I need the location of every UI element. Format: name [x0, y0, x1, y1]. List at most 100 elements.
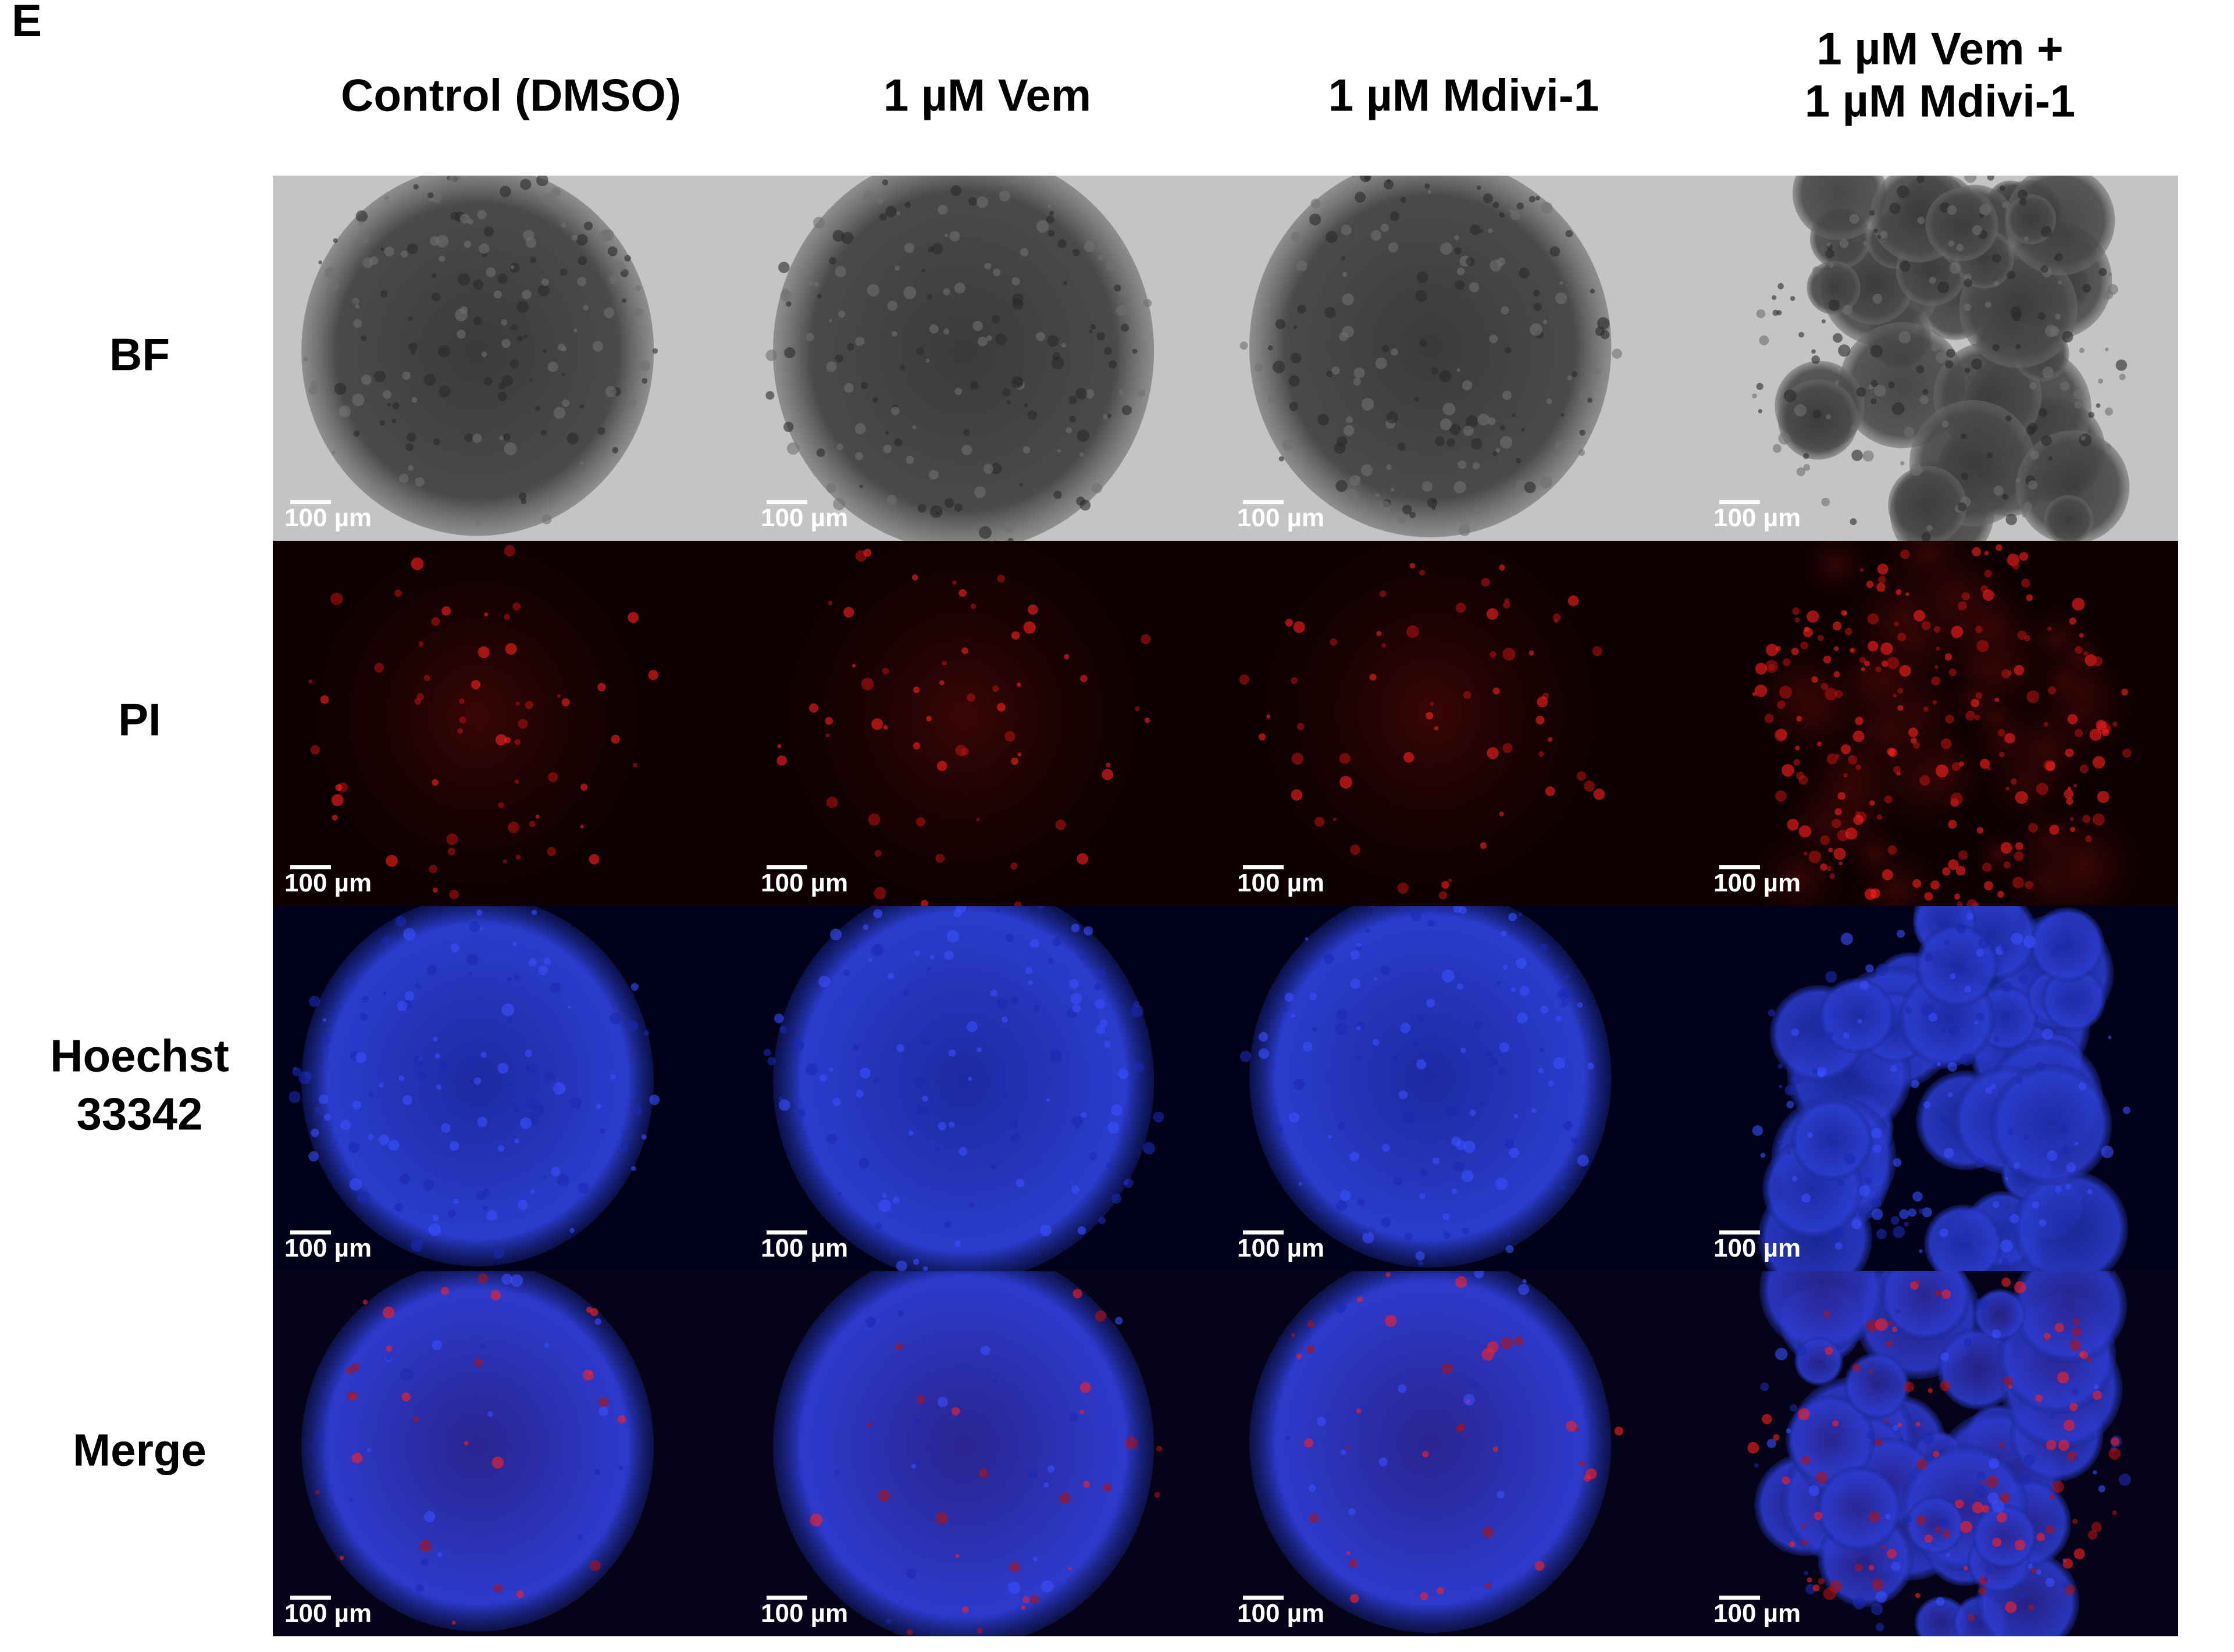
texture-dot	[1506, 1232, 1510, 1236]
texture-dot	[1012, 293, 1024, 305]
texture-dot	[573, 329, 578, 333]
scale-bar	[1243, 500, 1284, 504]
texture-dot	[895, 265, 900, 271]
texture-dot	[1094, 983, 1102, 991]
texture-dot	[882, 1193, 887, 1198]
texture-dot	[324, 1114, 332, 1121]
texture-dot	[453, 1198, 459, 1204]
texture-dot	[577, 1534, 583, 1540]
texture-dot	[1132, 1073, 1138, 1079]
texture-dot	[352, 1100, 362, 1110]
texture-dot	[476, 909, 483, 916]
spheroid	[773, 541, 1155, 906]
texture-dot	[1914, 609, 1926, 622]
texture-dot	[308, 1151, 319, 1162]
texture-dot	[1778, 432, 1791, 445]
texture-dot	[2005, 1176, 2009, 1180]
texture-dot	[1439, 370, 1452, 383]
texture-dot	[1910, 463, 1923, 476]
texture-dot	[1941, 420, 1949, 428]
texture-dot	[1982, 1505, 1990, 1513]
texture-dot	[1868, 641, 1879, 652]
texture-dot	[1288, 1112, 1299, 1123]
texture-dot	[2045, 1578, 2055, 1587]
texture-dot	[292, 1067, 301, 1076]
texture-dot	[1533, 290, 1540, 297]
texture-dot	[1540, 1005, 1548, 1014]
texture-dot	[2101, 1146, 2114, 1158]
texture-dot	[1915, 1422, 1921, 1427]
micrograph: 100 µm	[749, 541, 1225, 906]
texture-dot	[778, 1099, 790, 1111]
texture-dot	[1051, 356, 1064, 370]
texture-dot	[1375, 493, 1380, 498]
texture-dot	[829, 257, 836, 265]
texture-dot	[1293, 325, 1298, 329]
texture-dot	[607, 246, 618, 256]
texture-dot	[896, 1260, 907, 1271]
texture-dot	[1755, 662, 1768, 675]
texture-dot	[1333, 817, 1337, 821]
spheroid	[301, 541, 654, 901]
texture-dot	[2026, 426, 2036, 436]
scale-bar-label: 100 µm	[284, 869, 372, 897]
texture-dot	[1922, 388, 1929, 395]
texture-dot	[1304, 1438, 1314, 1448]
texture-dot	[939, 680, 945, 686]
texture-dot	[1097, 254, 1103, 261]
texture-dot	[1380, 223, 1389, 232]
texture-dot	[2098, 378, 2104, 384]
texture-dot	[1940, 1116, 1950, 1125]
texture-dot	[1513, 1336, 1524, 1346]
texture-dot	[1795, 1344, 1808, 1357]
texture-dot	[2060, 1125, 2069, 1134]
texture-dot	[1950, 973, 1956, 979]
texture-dot	[464, 1441, 469, 1446]
row-label: 33342	[77, 1089, 203, 1140]
texture-dot	[1326, 370, 1333, 377]
texture-dot	[1519, 267, 1530, 279]
texture-dot	[498, 383, 505, 390]
texture-dot	[1404, 1232, 1413, 1241]
texture-dot	[818, 976, 831, 988]
texture-dot	[1813, 1511, 1823, 1521]
texture-dot	[1898, 331, 1911, 344]
texture-dot	[947, 165, 959, 176]
texture-dot	[1555, 292, 1567, 304]
texture-dot	[397, 1000, 408, 1011]
texture-dot	[836, 443, 844, 451]
texture-dot	[1783, 658, 1791, 666]
texture-dot	[1342, 272, 1348, 277]
texture-dot	[1239, 1050, 1252, 1062]
texture-dot	[1807, 1132, 1813, 1138]
texture-dot	[1803, 452, 1809, 459]
texture-dot	[481, 351, 487, 358]
texture-dot	[2093, 1470, 2097, 1475]
texture-dot	[1356, 1025, 1361, 1030]
texture-dot	[2044, 1332, 2051, 1340]
texture-dot	[1915, 1279, 1920, 1285]
texture-dot	[1097, 969, 1106, 977]
spheroid	[301, 1271, 654, 1632]
texture-dot	[1540, 476, 1552, 489]
texture-dot	[308, 386, 319, 395]
texture-dot	[927, 966, 931, 971]
texture-dot	[1993, 485, 2004, 496]
texture-dot	[1453, 1161, 1465, 1172]
texture-dot	[1960, 1052, 1973, 1066]
texture-dot	[2005, 787, 2009, 791]
texture-dot	[391, 418, 397, 423]
texture-dot	[1978, 937, 1990, 948]
micrograph: 100 µm	[1702, 906, 2178, 1271]
texture-dot	[1975, 625, 1983, 633]
texture-dot	[351, 393, 365, 406]
texture-dot	[1821, 497, 1830, 506]
texture-dot	[1963, 1338, 1972, 1347]
texture-dot	[2088, 412, 2094, 418]
texture-dot	[1808, 850, 1822, 864]
texture-dot	[944, 233, 949, 238]
cell-cluster	[1990, 1064, 2112, 1186]
texture-dot	[1886, 1548, 1897, 1559]
texture-dot	[1974, 715, 1980, 720]
texture-dot	[943, 329, 950, 335]
